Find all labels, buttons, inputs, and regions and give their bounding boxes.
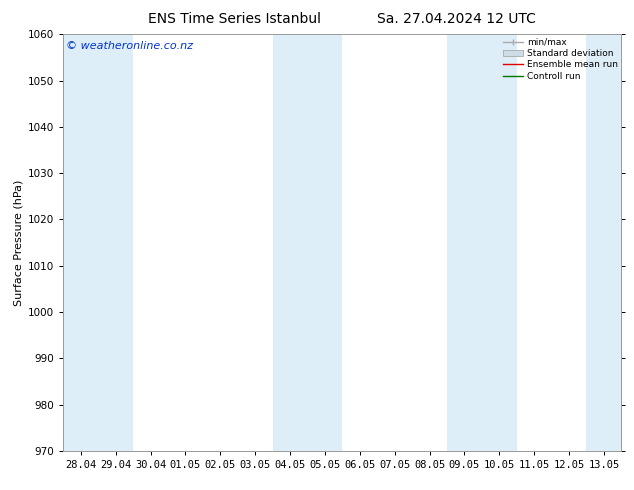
Bar xyxy=(63,34,98,451)
Y-axis label: Surface Pressure (hPa): Surface Pressure (hPa) xyxy=(14,179,24,306)
Bar xyxy=(586,34,621,451)
Bar xyxy=(482,34,517,451)
Bar xyxy=(447,34,482,451)
Text: Sa. 27.04.2024 12 UTC: Sa. 27.04.2024 12 UTC xyxy=(377,12,536,26)
Bar xyxy=(273,34,307,451)
Legend: min/max, Standard deviation, Ensemble mean run, Controll run: min/max, Standard deviation, Ensemble me… xyxy=(501,36,619,82)
Bar xyxy=(307,34,342,451)
Bar xyxy=(98,34,133,451)
Text: ENS Time Series Istanbul: ENS Time Series Istanbul xyxy=(148,12,321,26)
Text: © weatheronline.co.nz: © weatheronline.co.nz xyxy=(66,41,193,50)
